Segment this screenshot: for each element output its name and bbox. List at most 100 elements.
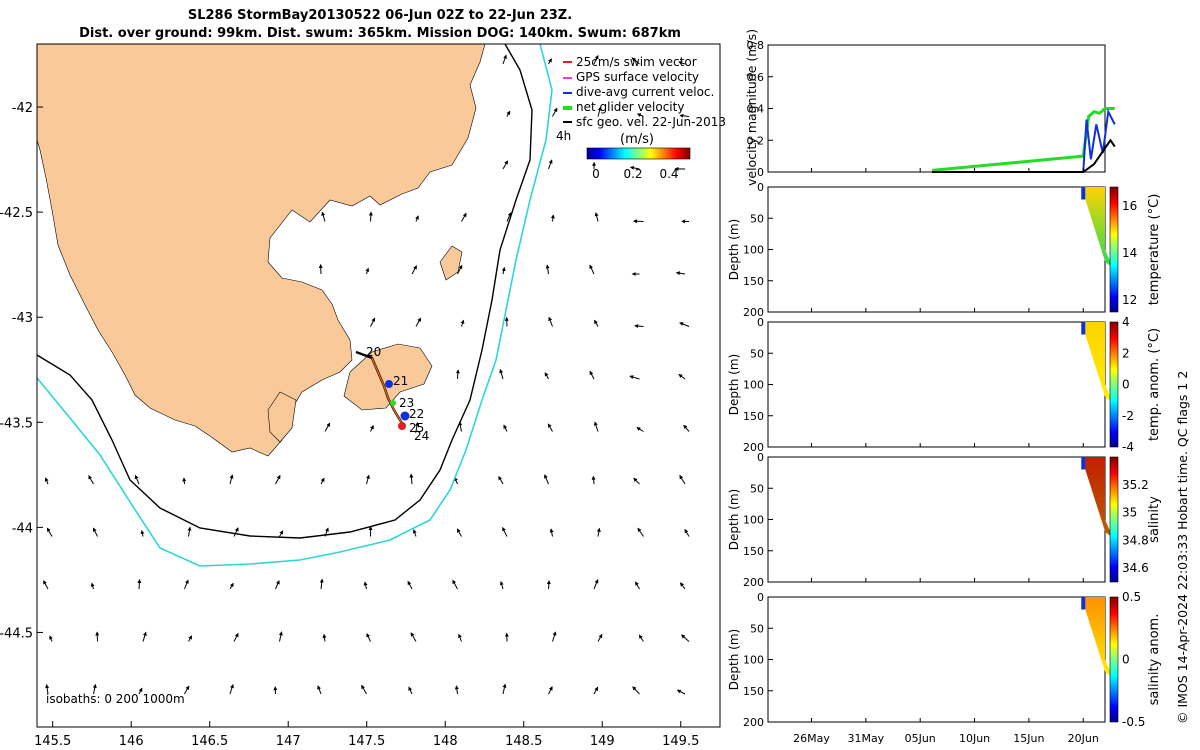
map-y-tick-label: -44 bbox=[12, 521, 33, 536]
current-arrow bbox=[544, 474, 549, 485]
current-arrow bbox=[548, 58, 552, 65]
current-arrow bbox=[546, 580, 551, 590]
colorbar-tick-label: 35 bbox=[1122, 506, 1137, 520]
colorbar-label: salinity bbox=[1147, 496, 1162, 543]
track-marker-blue bbox=[385, 380, 393, 388]
current-arrow bbox=[502, 683, 507, 695]
colorbar-tick-label: -4 bbox=[1122, 440, 1134, 454]
current-arrow bbox=[279, 530, 284, 537]
day-label: 21 bbox=[393, 374, 408, 388]
current-arrow bbox=[636, 113, 644, 117]
current-arrow bbox=[368, 211, 373, 222]
current-arrow bbox=[452, 579, 458, 590]
map-x-tick-label: 146.5 bbox=[191, 734, 228, 749]
current-arrow bbox=[593, 579, 599, 590]
profile-colorbar bbox=[1109, 456, 1119, 583]
current-arrow bbox=[591, 475, 596, 485]
current-arrow bbox=[319, 578, 324, 590]
current-arrow bbox=[415, 317, 422, 327]
current-arrow bbox=[92, 527, 98, 537]
current-arrow bbox=[134, 474, 140, 485]
current-arrow bbox=[593, 421, 599, 432]
colorbar-label: temperature (°C) bbox=[1147, 194, 1162, 306]
map-y-tick-label: -43.5 bbox=[0, 416, 33, 431]
current-arrow bbox=[49, 635, 53, 642]
maria-island bbox=[439, 245, 463, 281]
map-x-tick-label: 148.5 bbox=[505, 734, 542, 749]
day-label: 25 bbox=[409, 421, 424, 435]
current-arrow bbox=[324, 422, 331, 432]
speed-colorbar bbox=[586, 147, 691, 160]
profile-y-tick-label: 150 bbox=[743, 685, 764, 698]
current-arrow bbox=[415, 215, 419, 222]
current-arrow bbox=[275, 580, 280, 590]
profile-data-edge bbox=[1081, 322, 1086, 335]
current-arrow bbox=[633, 477, 640, 485]
current-arrow bbox=[278, 631, 283, 642]
current-arrow bbox=[593, 686, 599, 695]
colorbar-tick: 0 bbox=[592, 167, 600, 181]
profile-y-tick-label: 100 bbox=[743, 654, 764, 667]
current-arrow bbox=[503, 424, 508, 432]
current-arrow bbox=[455, 369, 460, 380]
current-arrow bbox=[140, 529, 145, 537]
current-arrow bbox=[43, 580, 49, 590]
current-arrow bbox=[361, 684, 367, 695]
current-arrow bbox=[675, 271, 686, 276]
current-arrow bbox=[548, 159, 553, 170]
day-label: 22 bbox=[409, 407, 424, 421]
current-arrow bbox=[184, 685, 190, 695]
current-arrow bbox=[408, 686, 413, 695]
current-arrow bbox=[454, 685, 459, 695]
velocity-ylabel: velocity magnitude (m/s) bbox=[744, 28, 759, 186]
current-arrow bbox=[412, 529, 417, 537]
velocity-axes-box bbox=[767, 44, 1106, 173]
legend-swim: 25cm/s swim vector bbox=[576, 55, 697, 69]
profile-panel-temperature: 0 50 100 150 200 Depth (m) 12 14 16 temperature (… bbox=[727, 181, 1162, 319]
current-arrow bbox=[275, 474, 281, 485]
current-arrow bbox=[597, 633, 603, 642]
current-arrow bbox=[138, 687, 143, 695]
profile-y-tick-label: 200 bbox=[743, 576, 764, 589]
current-arrow bbox=[683, 424, 690, 432]
colorbar-tick-label: 2 bbox=[1122, 346, 1130, 360]
profile-y-tick-label: 50 bbox=[750, 482, 764, 495]
current-arrow bbox=[456, 528, 462, 537]
colorbar-tick-label: -0.5 bbox=[1122, 715, 1145, 729]
profile-data-fill bbox=[1083, 457, 1114, 539]
current-arrow bbox=[229, 582, 234, 590]
date-tick-label: 15Jun bbox=[1013, 732, 1044, 745]
current-arrow bbox=[552, 107, 558, 117]
profile-y-tick-label: 100 bbox=[743, 379, 764, 392]
current-arrow bbox=[629, 165, 640, 170]
colorbar-tick-label: -2 bbox=[1122, 409, 1134, 423]
map-x-tick-label: 146 bbox=[119, 734, 144, 749]
profile-y-tick-label: 100 bbox=[743, 514, 764, 527]
isobaths-label: isobaths: 0 200 1000m bbox=[46, 692, 185, 706]
colorbar-tick-label: 34.6 bbox=[1122, 561, 1149, 575]
legend-dive: dive-avg current veloc. bbox=[576, 85, 714, 99]
current-arrow bbox=[547, 423, 553, 432]
velocity-y-tick-label: 0.6 bbox=[747, 71, 765, 84]
profile-panel-salinity: 0 50 100 150 200 Depth (m) 34.6 34.8 35 35.2 salin… bbox=[727, 451, 1162, 589]
profile-y-tick-label: 200 bbox=[743, 441, 764, 454]
current-arrow bbox=[182, 477, 187, 485]
map-y-tick-label: -42 bbox=[12, 101, 33, 116]
current-arrow bbox=[679, 113, 690, 118]
current-arrow bbox=[594, 212, 599, 222]
map-legend: 25cm/s swim vector GPS surface velocity … bbox=[556, 55, 726, 181]
map-panel: 20 21 23 22 25 24 25cm/s swim vector GPS… bbox=[0, 43, 726, 749]
profile-colorbar bbox=[1109, 321, 1119, 448]
map-x-tick-label: 148 bbox=[433, 734, 458, 749]
profile-data-edge bbox=[1081, 457, 1086, 470]
profile-y-tick-label: 0 bbox=[757, 316, 764, 329]
current-arrow bbox=[499, 368, 504, 380]
current-arrow bbox=[632, 686, 640, 695]
current-arrow bbox=[321, 211, 326, 222]
profile-panel-salinity-anomaly: 0 50 100 150 200 Depth (m) -0.5 0 0.5 salinity an… bbox=[727, 590, 1162, 729]
profile-axes-box bbox=[767, 186, 1106, 313]
current-arrow bbox=[506, 110, 511, 117]
current-arrow bbox=[502, 54, 507, 65]
